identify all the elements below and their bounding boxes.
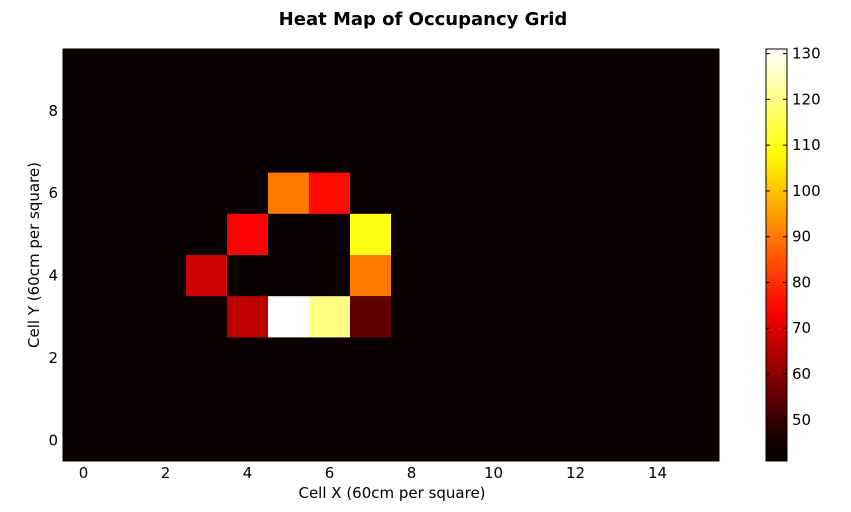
x-tick-label: 4 — [243, 464, 253, 482]
colorbar-tick-label: 70 — [792, 319, 811, 337]
x-tick-label: 0 — [79, 464, 89, 482]
heatmap-cell — [268, 296, 309, 338]
y-tick-label: 8 — [48, 102, 58, 120]
x-axis: 0 2 4 6 8 10 12 14 — [79, 49, 667, 482]
colorbar-tick-label: 120 — [792, 90, 821, 108]
heatmap-cell — [145, 296, 186, 338]
colorbar-tick-label: 130 — [792, 45, 821, 63]
plot-frame — [62, 48, 720, 462]
heatmap-cell — [309, 296, 350, 338]
colorbar-tick-label: 90 — [792, 228, 811, 246]
heatmap-cell — [350, 255, 391, 297]
heatmap-cell — [309, 172, 350, 214]
heatmap-cell — [268, 172, 309, 214]
y-tick-label: 2 — [48, 349, 58, 367]
x-tick-label: 2 — [161, 464, 171, 482]
colorbar-tick-label: 50 — [792, 411, 811, 429]
colorbar-tick-label: 60 — [792, 365, 811, 383]
colorbar-tick-label: 110 — [792, 136, 821, 154]
x-tick-label: 8 — [407, 464, 417, 482]
colorbar: 50 60 70 80 90 100 110 120 130 — [765, 45, 821, 462]
x-tick-label: 14 — [648, 464, 667, 482]
y-tick-label: 0 — [48, 431, 58, 449]
x-tick-label: 12 — [566, 464, 585, 482]
heatmap-cell — [350, 213, 391, 255]
colorbar-tick-label: 80 — [792, 273, 811, 291]
heatmap-cell — [350, 296, 391, 338]
y-axis: 0 2 4 6 8 — [48, 102, 719, 449]
chart-title: Heat Map of Occupancy Grid — [279, 9, 568, 30]
x-tick-label: 10 — [484, 464, 503, 482]
colorbar-tick-label: 100 — [792, 182, 821, 200]
y-tick-label: 6 — [48, 184, 58, 202]
y-axis-label: Cell Y (60cm per square) — [25, 162, 43, 348]
x-axis-label: Cell X (60cm per square) — [298, 484, 485, 502]
heatmap-cell — [227, 213, 268, 255]
plot-area — [62, 48, 720, 462]
heatmap-cell — [186, 255, 227, 297]
x-tick-label: 6 — [325, 464, 335, 482]
y-tick-label: 4 — [48, 267, 58, 285]
colorbar-gradient — [765, 48, 788, 462]
heatmap-cell — [227, 296, 268, 338]
